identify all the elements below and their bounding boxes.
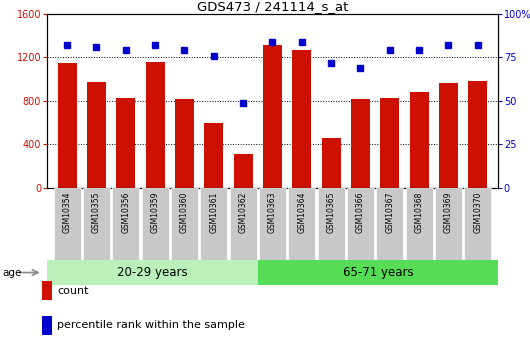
- Text: GSM10369: GSM10369: [444, 192, 453, 233]
- Text: GSM10354: GSM10354: [63, 192, 72, 233]
- Bar: [258, 260, 498, 285]
- Bar: [204, 123, 223, 188]
- Text: GSM10364: GSM10364: [297, 192, 306, 233]
- Bar: [464, 188, 491, 260]
- Title: GDS473 / 241114_s_at: GDS473 / 241114_s_at: [197, 0, 348, 13]
- Bar: [351, 99, 370, 188]
- Bar: [410, 92, 429, 188]
- Bar: [292, 50, 311, 188]
- Bar: [87, 82, 106, 188]
- Bar: [322, 138, 341, 188]
- Text: GSM10360: GSM10360: [180, 192, 189, 233]
- Bar: [259, 188, 286, 260]
- Text: GSM10363: GSM10363: [268, 192, 277, 233]
- Bar: [435, 188, 462, 260]
- Bar: [380, 98, 399, 188]
- Text: percentile rank within the sample: percentile rank within the sample: [57, 320, 245, 330]
- Bar: [200, 188, 227, 260]
- Text: GSM10366: GSM10366: [356, 192, 365, 233]
- Bar: [112, 188, 139, 260]
- Bar: [317, 188, 344, 260]
- Bar: [288, 188, 315, 260]
- Bar: [142, 188, 169, 260]
- Bar: [347, 188, 374, 260]
- Text: age: age: [3, 268, 22, 277]
- Text: 20-29 years: 20-29 years: [117, 266, 188, 279]
- Bar: [47, 260, 258, 285]
- Text: GSM10356: GSM10356: [121, 192, 130, 233]
- Bar: [175, 99, 194, 188]
- Bar: [83, 188, 110, 260]
- Bar: [54, 188, 81, 260]
- Text: GSM10362: GSM10362: [238, 192, 248, 233]
- Text: GSM10367: GSM10367: [385, 192, 394, 233]
- Bar: [439, 83, 458, 188]
- Bar: [405, 188, 432, 260]
- Bar: [58, 63, 77, 188]
- Text: 65-71 years: 65-71 years: [343, 266, 413, 279]
- Bar: [263, 46, 282, 188]
- Text: GSM10361: GSM10361: [209, 192, 218, 233]
- Bar: [229, 188, 257, 260]
- Bar: [376, 188, 403, 260]
- Text: GSM10365: GSM10365: [326, 192, 335, 233]
- Bar: [116, 98, 135, 188]
- Text: GSM10370: GSM10370: [473, 192, 482, 233]
- Text: GSM10359: GSM10359: [151, 192, 160, 233]
- Bar: [468, 81, 487, 188]
- Text: count: count: [57, 286, 89, 296]
- Bar: [171, 188, 198, 260]
- Bar: [146, 62, 165, 188]
- Text: GSM10368: GSM10368: [414, 192, 423, 233]
- Bar: [234, 154, 253, 188]
- Text: GSM10355: GSM10355: [92, 192, 101, 233]
